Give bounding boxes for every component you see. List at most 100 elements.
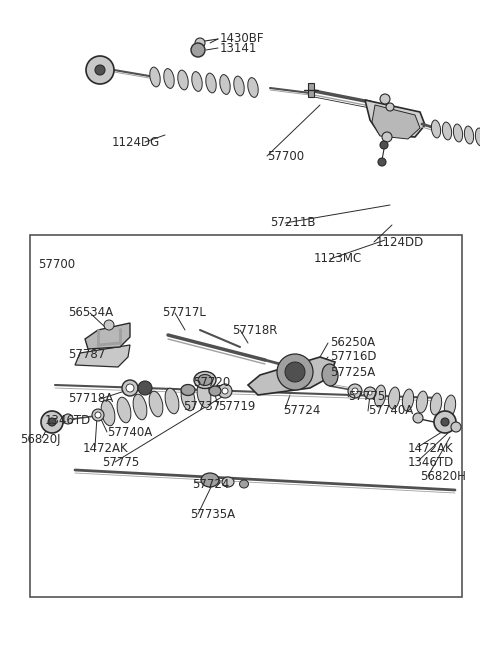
Text: 57718A: 57718A <box>68 392 113 405</box>
Ellipse shape <box>322 364 338 386</box>
Ellipse shape <box>431 393 442 415</box>
Circle shape <box>92 409 104 421</box>
Text: 57724: 57724 <box>192 477 229 491</box>
Ellipse shape <box>454 124 463 142</box>
Circle shape <box>95 412 101 418</box>
Text: 13141: 13141 <box>220 41 257 54</box>
Circle shape <box>218 384 232 398</box>
Circle shape <box>380 94 390 104</box>
Ellipse shape <box>178 70 188 90</box>
Polygon shape <box>248 357 335 395</box>
Circle shape <box>413 413 423 423</box>
Ellipse shape <box>181 385 195 411</box>
Circle shape <box>48 418 56 426</box>
Circle shape <box>122 380 138 396</box>
Circle shape <box>41 411 63 433</box>
Text: 57735A: 57735A <box>190 508 235 521</box>
Ellipse shape <box>222 477 234 487</box>
Ellipse shape <box>402 389 414 411</box>
Circle shape <box>277 354 313 390</box>
Text: 57775: 57775 <box>348 390 385 403</box>
Text: 1124DG: 1124DG <box>112 136 160 149</box>
Text: 57740A: 57740A <box>368 405 413 417</box>
Ellipse shape <box>388 387 400 409</box>
Circle shape <box>95 65 105 75</box>
Ellipse shape <box>234 76 244 96</box>
Ellipse shape <box>198 375 212 386</box>
Text: 1472AK: 1472AK <box>408 441 454 455</box>
Ellipse shape <box>464 126 474 144</box>
Ellipse shape <box>475 128 480 146</box>
Ellipse shape <box>150 67 160 87</box>
Text: 57724: 57724 <box>283 405 320 417</box>
Circle shape <box>451 422 461 432</box>
Polygon shape <box>372 105 420 139</box>
Circle shape <box>382 132 392 142</box>
Ellipse shape <box>416 391 428 413</box>
Circle shape <box>63 414 73 424</box>
Circle shape <box>138 381 152 395</box>
Circle shape <box>222 388 228 394</box>
Bar <box>30 235 462 597</box>
Ellipse shape <box>206 73 216 93</box>
Text: 57716D: 57716D <box>330 350 376 364</box>
Circle shape <box>126 384 134 392</box>
Text: 56250A: 56250A <box>330 337 375 350</box>
Text: 57700: 57700 <box>267 149 304 162</box>
Polygon shape <box>85 323 130 349</box>
Text: 57740A: 57740A <box>107 426 152 440</box>
Circle shape <box>378 158 386 166</box>
Text: 57725A: 57725A <box>330 365 375 379</box>
Text: 1472AK: 1472AK <box>83 441 129 455</box>
Ellipse shape <box>444 395 456 417</box>
Text: 56820J: 56820J <box>20 432 60 445</box>
Ellipse shape <box>181 384 195 396</box>
Text: 1346TD: 1346TD <box>45 415 91 428</box>
Ellipse shape <box>240 480 249 488</box>
Ellipse shape <box>194 371 216 388</box>
Ellipse shape <box>165 388 179 414</box>
Text: 57718R: 57718R <box>232 324 277 337</box>
Ellipse shape <box>117 397 131 422</box>
Text: 1346TD: 1346TD <box>408 455 454 468</box>
Ellipse shape <box>432 120 441 138</box>
Ellipse shape <box>220 75 230 94</box>
Text: 57775: 57775 <box>102 457 139 470</box>
Polygon shape <box>365 100 425 137</box>
Text: 1124DD: 1124DD <box>376 236 424 248</box>
Polygon shape <box>75 345 130 367</box>
Text: 57717L: 57717L <box>162 307 206 320</box>
Text: 56820H: 56820H <box>420 470 466 483</box>
Text: 1123MC: 1123MC <box>314 252 362 265</box>
Ellipse shape <box>197 383 211 408</box>
Circle shape <box>380 141 388 149</box>
Ellipse shape <box>133 394 147 420</box>
Text: 57737: 57737 <box>183 400 220 413</box>
Circle shape <box>364 387 376 399</box>
Ellipse shape <box>149 391 163 417</box>
Circle shape <box>386 103 394 111</box>
Text: 56534A: 56534A <box>68 307 113 320</box>
Ellipse shape <box>374 385 385 407</box>
Ellipse shape <box>101 400 115 426</box>
Circle shape <box>86 56 114 84</box>
Bar <box>308 83 314 97</box>
Circle shape <box>104 320 114 330</box>
Text: 57700: 57700 <box>38 259 75 272</box>
Text: 57787: 57787 <box>68 348 105 362</box>
Ellipse shape <box>248 77 258 98</box>
Ellipse shape <box>201 473 219 487</box>
Circle shape <box>441 418 449 426</box>
Circle shape <box>368 391 372 395</box>
Ellipse shape <box>164 69 174 88</box>
Circle shape <box>434 411 456 433</box>
Text: 57720: 57720 <box>193 375 230 388</box>
Text: 57211B: 57211B <box>270 217 315 229</box>
Circle shape <box>191 43 205 57</box>
Text: 57719: 57719 <box>218 400 255 413</box>
Ellipse shape <box>192 71 202 92</box>
Circle shape <box>285 362 305 382</box>
Circle shape <box>348 384 362 398</box>
Text: 1430BF: 1430BF <box>220 33 264 45</box>
Ellipse shape <box>209 386 221 396</box>
